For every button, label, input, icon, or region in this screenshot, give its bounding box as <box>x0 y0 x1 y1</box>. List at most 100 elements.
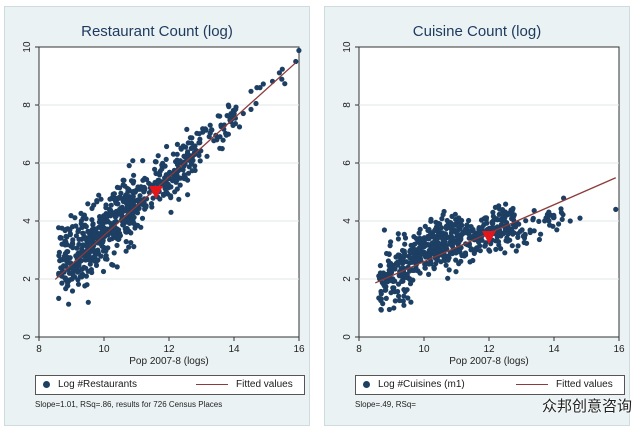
scatter-point <box>93 262 100 268</box>
scatter-point <box>107 213 114 219</box>
scatter-point <box>490 209 496 215</box>
scatter-point <box>402 241 408 247</box>
scatter-point <box>376 273 382 279</box>
scatter-point <box>531 208 537 214</box>
scatter-point <box>174 141 180 147</box>
scatter-point <box>121 207 128 213</box>
scatter-point <box>203 127 209 133</box>
scatter-point <box>496 242 502 248</box>
scatter-point <box>91 231 97 237</box>
scatter-point <box>217 145 223 151</box>
scatter-point <box>426 271 432 277</box>
scatter-point <box>412 241 418 247</box>
scatter-point <box>70 237 76 243</box>
y-tick-label: 0 <box>22 334 33 340</box>
watermark-text: 众邦创意咨询 <box>541 397 632 415</box>
fit-line-icon <box>196 384 228 385</box>
x-axis-label: Pop 2007-8 (logs) <box>449 356 529 367</box>
scatter-point <box>558 209 564 216</box>
regression-note: Slope=1.01, RSq=.86, results for 726 Cen… <box>35 400 223 409</box>
scatter-point <box>118 190 124 196</box>
scatter-point <box>410 267 416 273</box>
scatter-point <box>439 216 445 222</box>
scatter-point <box>502 214 508 221</box>
scatter-point <box>125 200 131 206</box>
scatter-point <box>449 213 455 219</box>
scatter-point <box>112 213 118 219</box>
scatter-point <box>139 215 146 221</box>
scatter-point <box>165 182 171 188</box>
scatter-point <box>183 144 189 150</box>
scatter-point <box>80 215 86 221</box>
scatter-point <box>388 239 394 245</box>
scatter-point <box>59 280 65 286</box>
scatter-point <box>432 228 438 234</box>
scatter-point <box>153 170 159 177</box>
scatter-point <box>493 246 499 252</box>
scatter-point <box>153 159 159 165</box>
scatter-point <box>123 248 129 254</box>
scatter-point <box>140 158 146 164</box>
scatter-point <box>442 239 448 245</box>
scatter-point <box>57 258 63 264</box>
scatter-point <box>69 288 76 294</box>
scatter-point <box>453 269 459 275</box>
scatter-point <box>63 263 69 269</box>
scatter-point <box>505 238 511 244</box>
scatter-point <box>66 301 72 307</box>
scatter-point <box>391 305 397 311</box>
scatter-point <box>64 283 70 289</box>
scatter-point <box>395 231 401 237</box>
scatter-point <box>196 152 202 158</box>
scatter-point <box>69 269 75 276</box>
scatter-point <box>63 233 69 239</box>
scatter-point <box>546 218 552 224</box>
scatter-point <box>402 235 409 241</box>
x-axis-label: Pop 2007-8 (logs) <box>129 356 209 367</box>
scatter-point <box>418 245 424 251</box>
scatter-point <box>400 260 406 267</box>
scatter-point <box>400 298 406 304</box>
scatter-point <box>95 257 101 263</box>
scatter-point <box>453 257 459 263</box>
scatter-point <box>462 250 468 256</box>
scatter-point <box>431 265 437 271</box>
scatter-point <box>418 252 424 258</box>
scatter-point <box>130 193 136 200</box>
scatter-point <box>72 215 78 221</box>
y-tick-label: 4 <box>342 218 353 224</box>
legend-label-points: Log #Cuisines (m1) <box>378 379 465 390</box>
scatter-point <box>184 152 190 158</box>
scatter-point <box>387 269 393 276</box>
x-tick-label: 16 <box>613 344 625 355</box>
y-tick-label: 8 <box>22 102 33 108</box>
scatter-point <box>512 224 519 230</box>
scatter-point <box>433 261 439 267</box>
scatter-point <box>433 219 439 225</box>
scatter-point <box>59 225 65 231</box>
scatter-point <box>76 260 82 266</box>
highlight-marker <box>149 186 163 199</box>
scatter-point <box>110 262 116 268</box>
scatter-point <box>468 224 474 230</box>
scatter-point <box>94 198 100 204</box>
scatter-point <box>523 218 529 224</box>
scatter-point <box>62 275 68 281</box>
scatter-point <box>75 281 82 287</box>
scatter-point <box>451 239 457 246</box>
scatter-point <box>87 236 93 242</box>
x-tick-label: 8 <box>36 344 42 355</box>
scatter-point <box>513 248 519 254</box>
scatter-point <box>174 151 180 157</box>
scatter-point <box>59 266 65 272</box>
scatter-point <box>70 241 76 247</box>
scatter-point <box>509 207 515 213</box>
scatter-point <box>108 224 114 231</box>
scatter-point <box>114 264 120 270</box>
scatter-point <box>96 192 102 198</box>
scatter-point <box>260 81 266 87</box>
scatter-point <box>542 218 548 224</box>
scatter-point <box>443 262 449 268</box>
cuisine-count-panel: Cuisine Count (log) 0 2 4 6 8 10 8 10 12 14 16 Pop … <box>324 6 630 426</box>
scatter-point <box>378 297 384 304</box>
